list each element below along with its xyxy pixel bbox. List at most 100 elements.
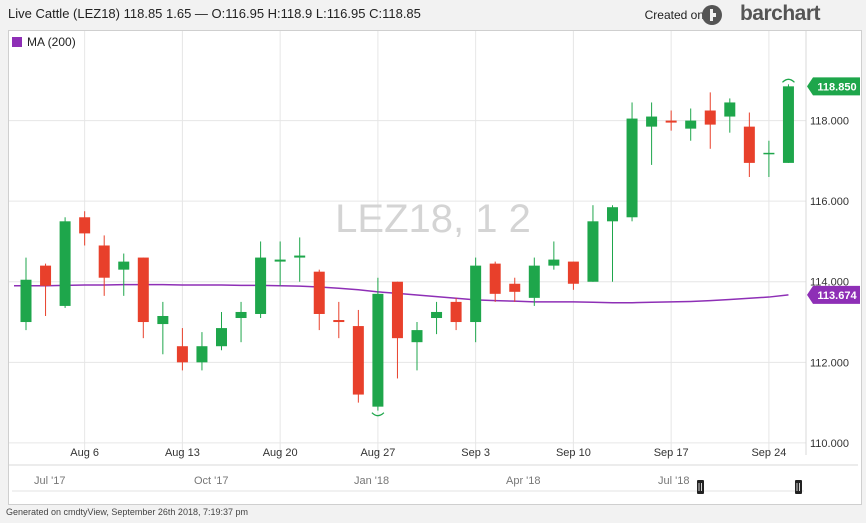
candle [98, 235, 110, 296]
candle [587, 205, 599, 282]
candle [567, 261, 579, 290]
candle-body [782, 86, 794, 163]
candle [743, 112, 755, 177]
chart-plot-area[interactable] [8, 30, 862, 505]
candle-body [489, 263, 501, 294]
x-tick-label: Aug 6 [70, 447, 99, 459]
candle-body [743, 126, 755, 163]
candle-body [431, 311, 443, 319]
candle [372, 277, 384, 411]
x-tick-label: Sep 10 [556, 447, 591, 459]
candle-body [704, 110, 716, 125]
navigator-handle[interactable] [697, 480, 704, 494]
x-tick-label: Sep 3 [461, 447, 490, 459]
candle [235, 301, 247, 343]
navigator-handle-body [795, 480, 802, 494]
candle [782, 84, 794, 163]
chart-header: Live Cattle (LEZ18) 118.85 1.65 — O:116.… [0, 0, 866, 30]
candle-body [724, 102, 736, 117]
candle-body [157, 315, 169, 325]
candle [20, 257, 32, 331]
candle-body [646, 116, 658, 127]
brand-name[interactable]: barchart [739, 2, 821, 25]
last-price-label-text: 118.850 [817, 81, 856, 93]
barchart-logo-icon [702, 5, 722, 25]
navigator-label: Apr '18 [506, 475, 541, 487]
y-tick-label: 112.000 [810, 357, 849, 369]
candle-body [196, 346, 208, 363]
navigator-label: Jul '17 [34, 475, 65, 487]
candle [352, 309, 364, 403]
candle-body [98, 245, 110, 278]
navigator-label: Jul '18 [658, 475, 689, 487]
candle [157, 301, 169, 355]
candle-body [216, 328, 227, 347]
candle-body [567, 261, 579, 284]
ma-200-line [14, 283, 789, 304]
candle-body [274, 259, 286, 262]
candle [450, 297, 462, 331]
symbol-watermark: LEZ18, 1 2 [335, 197, 531, 241]
candle [431, 301, 443, 335]
candle [685, 108, 697, 141]
last-price-label: 118.850 [807, 77, 860, 96]
candle-body [352, 326, 364, 395]
navigator-handle[interactable] [795, 480, 802, 494]
candle-body [391, 281, 403, 339]
candle [470, 257, 482, 343]
y-axis: 110.000 112.000 114.000 116.000 118.000 [810, 116, 849, 450]
ma-value-label-bg [807, 285, 860, 304]
candle-body [685, 120, 697, 129]
navigator-handle-body [697, 480, 704, 494]
candle [509, 277, 521, 302]
candle [313, 269, 325, 331]
candle [40, 263, 52, 316]
price-labels: 118.850 113.674 [807, 77, 860, 304]
x-axis: Aug 6 Aug 13 Aug 20 Aug 27 Sep 3 Sep 10 Sep 17… [70, 447, 786, 459]
candle [176, 328, 188, 371]
candle-body [470, 265, 482, 323]
legend-label: MA (200) [27, 35, 76, 49]
candle [294, 237, 306, 282]
legend[interactable]: MA (200) [12, 35, 76, 49]
candle [255, 241, 267, 319]
candle-body [372, 293, 384, 407]
candle [704, 92, 716, 149]
candle-body [235, 311, 247, 319]
x-tick-label: Aug 27 [360, 447, 395, 459]
candle [333, 301, 345, 339]
low-marker [371, 412, 385, 417]
candle [59, 217, 71, 308]
legend-swatch [12, 37, 22, 47]
candles-layer [20, 78, 795, 417]
y-tick-label: 116.000 [810, 196, 849, 208]
candle [626, 102, 638, 222]
candle [137, 257, 149, 339]
chart-title: Live Cattle (LEZ18) 118.85 1.65 — O:116.… [8, 6, 421, 21]
navigator-label: Jan '18 [354, 475, 389, 487]
candle [528, 257, 540, 306]
candle-body [294, 255, 306, 258]
candle [548, 241, 560, 270]
candle [411, 322, 423, 371]
x-tick-label: Aug 20 [263, 447, 298, 459]
candle-body [411, 330, 423, 343]
time-navigator: Jul '17 Oct '17 Jan '18 Apr '18 Jul '18 [12, 475, 804, 494]
ma-value-label: 113.674 [807, 285, 860, 304]
candle-body [763, 152, 775, 155]
candle-body [118, 261, 130, 270]
candle-body [333, 320, 345, 323]
y-tick-label: 110.000 [810, 438, 849, 450]
candle-body [450, 301, 462, 323]
high-marker [782, 78, 795, 83]
candle-body [528, 265, 540, 298]
candle [118, 253, 130, 296]
candle [763, 140, 775, 177]
last-price-label-bg [807, 77, 860, 96]
candle [724, 98, 736, 133]
candle-body [587, 221, 599, 282]
candle [274, 241, 286, 286]
candle-body [59, 221, 71, 306]
generated-footer: Generated on cmdtyView, September 26th 2… [6, 507, 248, 517]
